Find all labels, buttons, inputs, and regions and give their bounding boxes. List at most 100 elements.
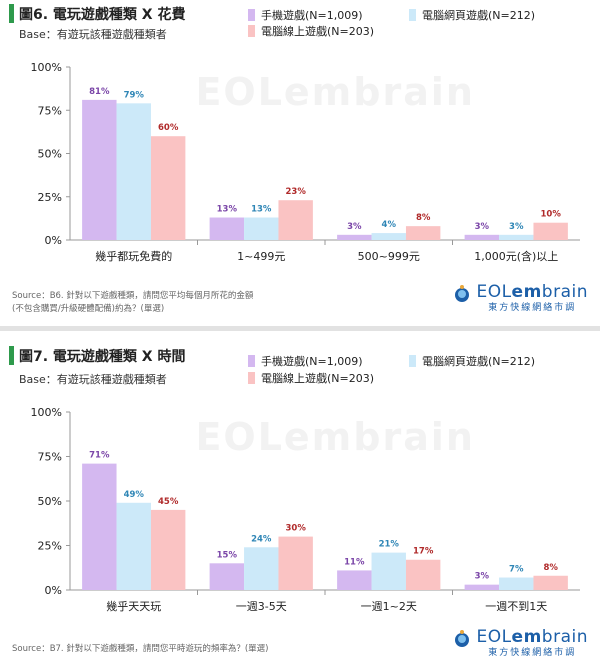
legend-swatch-online [248, 25, 255, 37]
legend-swatch-mobile [248, 9, 255, 21]
logo-wordmark: EOLembrain [476, 282, 588, 302]
data-label: 23% [285, 187, 306, 197]
legend-item-online: 電腦線上遊戲(N=203) [248, 23, 374, 39]
legend-item-online: 電腦線上遊戲(N=203) [248, 370, 374, 386]
source-line: Source：B7. 針對以下遊戲種類，請問您平時遊玩的頻率為？(單選) [12, 644, 269, 654]
data-label: 13% [251, 205, 272, 215]
bar [499, 577, 534, 590]
bar [533, 222, 568, 240]
legend-label: 手機遊戲(N=1,009) [261, 9, 363, 22]
data-label: 49% [124, 490, 145, 500]
y-tick-label: 100% [31, 61, 62, 74]
legend-label: 電腦網頁遊戲(N=212) [422, 9, 536, 22]
bar [337, 570, 372, 590]
legend-swatch-online [248, 372, 255, 384]
bar [209, 563, 245, 590]
title-accent-bar [9, 346, 14, 365]
data-label: 60% [158, 123, 179, 133]
x-category-label: 幾乎都玩免費的 [95, 249, 172, 263]
source-line: Source：B6. 針對以下遊戲種類，請問您平均每個月所花的金額 [12, 291, 254, 301]
data-label: 3% [475, 222, 490, 232]
data-label: 17% [413, 547, 434, 557]
watermark-text: EOLembrain [195, 415, 475, 459]
mascot-icon [455, 285, 470, 302]
y-tick-label: 0% [45, 234, 62, 247]
figure-7-panel: 圖7. 電玩遊戲種類 X 時間 Base：有遊玩該種遊戲種類者 手機遊戲(N=1… [0, 331, 600, 661]
source-note: Source：B7. 針對以下遊戲種類，請問您平時遊玩的頻率為？(單選) [12, 643, 268, 656]
base-note: Base：有遊玩該種遊戲種類者 [19, 28, 167, 41]
data-label: 11% [344, 557, 365, 567]
logo-wordmark: EOLembrain [476, 627, 588, 647]
data-label: 4% [382, 220, 397, 230]
bar-chart-spending: EOLembrain 0% 25% 50% 75% 100% 81% 79% 60% 幾乎都玩免費… [31, 61, 580, 263]
bar [116, 502, 151, 590]
data-label: 3% [509, 222, 524, 232]
legend-label: 電腦網頁遊戲(N=212) [422, 355, 536, 368]
source-note: Source：B6. 針對以下遊戲種類，請問您平均每個月所花的金額 (不包含購買… [12, 290, 253, 316]
legend-item-web: 電腦網頁遊戲(N=212) [409, 7, 535, 23]
logo-subtitle: 東方快線網絡市調 [488, 303, 577, 313]
eolembrain-logo: EOLembrain 東方快線網絡市調 [455, 627, 588, 658]
data-label: 71% [89, 451, 110, 461]
bar [150, 136, 186, 240]
y-tick-label: 100% [31, 406, 62, 419]
legend-label: 手機遊戲(N=1,009) [261, 355, 363, 368]
legend-item-mobile: 手機遊戲(N=1,009) [248, 353, 363, 369]
x-category-label: 一週不到1天 [485, 600, 547, 613]
bar [244, 547, 279, 590]
bar-chart-frequency: EOLembrain 0% 25% 50% 75% 100% 71% 49% 45% 幾乎天天玩 1… [31, 406, 580, 613]
y-tick-label: 50% [38, 148, 62, 161]
bar [82, 463, 117, 590]
y-tick-label: 25% [38, 191, 62, 204]
x-category-label: 1~499元 [237, 250, 285, 263]
bar [278, 200, 313, 240]
legend-swatch-web [409, 355, 416, 367]
x-category-label: 1,000元(含)以上 [474, 249, 558, 263]
data-label: 79% [124, 90, 145, 100]
data-label: 81% [89, 87, 110, 97]
x-category-label: 一週1~2天 [361, 600, 417, 613]
watermark-text: EOLembrain [195, 70, 475, 114]
mascot-icon [455, 630, 470, 647]
bar [337, 234, 372, 240]
data-label: 3% [475, 572, 490, 582]
bar [116, 103, 151, 240]
legend-item-web: 電腦網頁遊戲(N=212) [409, 353, 535, 369]
data-label: 45% [158, 497, 179, 507]
legend-swatch-web [409, 9, 416, 21]
bar [464, 234, 500, 240]
bar [499, 234, 534, 240]
data-label: 30% [285, 524, 306, 534]
source-line: (不包含購買/升級硬體配備)約為？(單選) [12, 304, 165, 314]
base-note: Base：有遊玩該種遊戲種類者 [19, 373, 167, 386]
bar [371, 552, 406, 590]
bar [209, 217, 245, 240]
figure-title: 圖6. 電玩遊戲種類 X 花費 [19, 7, 186, 23]
data-label: 15% [217, 550, 238, 560]
panel-separator [0, 326, 600, 331]
y-tick-label: 75% [38, 451, 62, 464]
y-tick-label: 75% [38, 104, 62, 117]
figure-6-panel: 圖6. 電玩遊戲種類 X 花費 Base：有遊玩該種遊戲種類者 手機遊戲(N=1… [0, 0, 600, 326]
bar [371, 233, 406, 240]
data-label: 10% [540, 210, 561, 220]
data-label: 8% [543, 563, 558, 573]
y-tick-label: 0% [45, 584, 62, 597]
x-category-label: 500~999元 [358, 250, 420, 263]
eolembrain-logo: EOLembrain 東方快線網絡市調 [455, 282, 588, 313]
bar [150, 509, 186, 590]
data-label: 8% [416, 213, 431, 223]
bar [82, 99, 117, 240]
bar [405, 559, 441, 590]
bar [533, 575, 568, 590]
bar [464, 584, 500, 590]
y-tick-label: 25% [38, 540, 62, 553]
data-label: 13% [217, 205, 238, 215]
data-label: 21% [379, 540, 400, 550]
bar [244, 217, 279, 240]
data-label: 24% [251, 534, 272, 544]
y-tick-label: 50% [38, 495, 62, 508]
figure-title: 圖7. 電玩遊戲種類 X 時間 [19, 349, 186, 365]
bar [405, 226, 441, 240]
title-accent-bar [9, 4, 14, 23]
